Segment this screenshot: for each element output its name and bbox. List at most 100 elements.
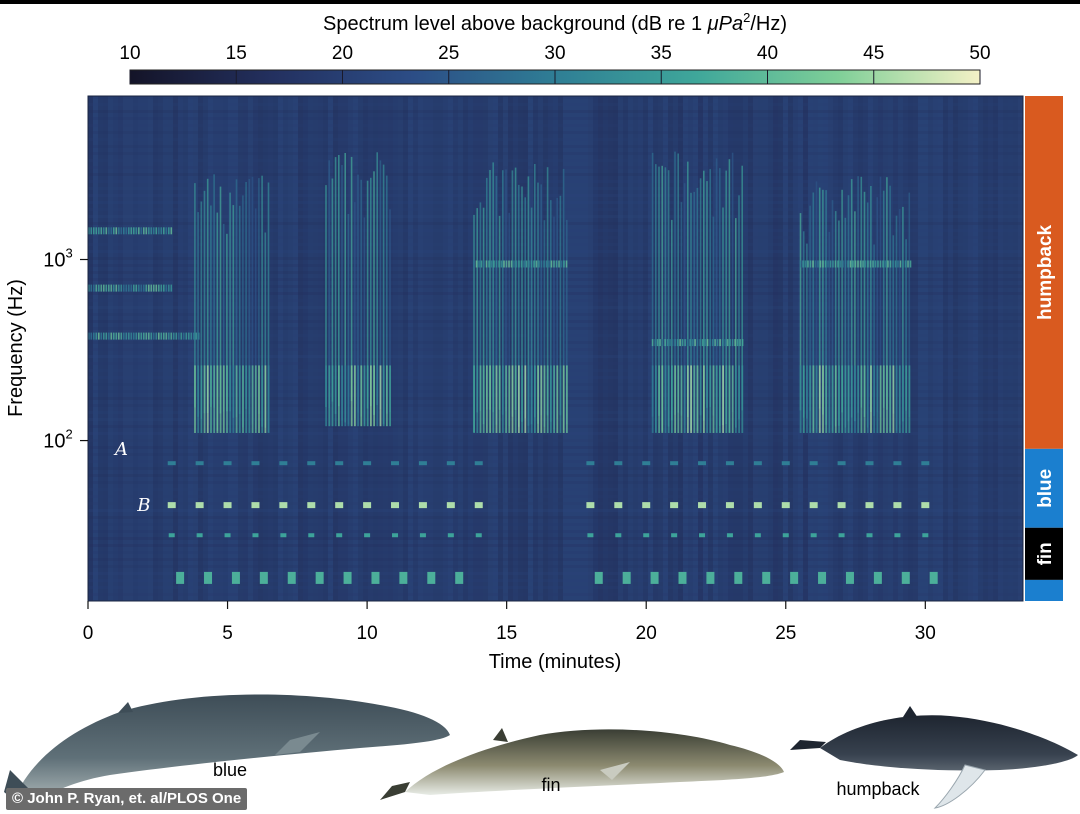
humpback-unit-streak [680, 365, 683, 433]
background-texture-column [508, 96, 513, 601]
background-texture-column [728, 96, 733, 601]
harmonic-streak [525, 260, 528, 268]
background-texture-column [568, 96, 573, 601]
humpback-song-streak [511, 170, 514, 417]
humpback-song-streak [498, 215, 501, 410]
harmonic-streak [503, 260, 505, 268]
harmonic-streak [98, 227, 100, 235]
blue-b-harmonic-mark [922, 533, 929, 538]
harmonic-streak [195, 332, 198, 340]
humpback-song-streak [232, 205, 235, 418]
fin-whale-label: fin [541, 775, 560, 795]
background-texture-column [293, 96, 298, 601]
humpback-unit-streak [651, 365, 654, 433]
humpback-unit-streak [809, 365, 812, 433]
humpback-song-streak [553, 216, 555, 430]
humpback-song-streak [715, 158, 718, 433]
blue-whale-label: blue [213, 760, 247, 780]
colorbar-tick-label: 25 [438, 43, 459, 64]
colorbar-tick-marks [129, 70, 981, 84]
humpback-unit-streak [847, 365, 850, 433]
humpback-unit-streak [866, 365, 869, 433]
background-texture-column [88, 96, 93, 601]
humpback-unit-streak [357, 365, 359, 427]
background-texture-band [88, 376, 1023, 379]
humpback-unit-streak [879, 365, 882, 433]
background-texture-band [88, 551, 1023, 554]
blue-a-call-mark [251, 461, 260, 466]
background-texture-column [373, 96, 378, 601]
humpback-unit-streak [863, 365, 866, 433]
humpback-unit-streak [822, 365, 824, 433]
humpback-unit-streak [206, 365, 209, 433]
image-credit: © John P. Ryan, et. al/PLOS One [6, 788, 248, 810]
background-texture-column [1013, 96, 1018, 601]
harmonic-streak [135, 227, 138, 235]
harmonic-streak [739, 339, 741, 347]
humpback-song-streak [818, 187, 821, 409]
background-texture-column [763, 96, 768, 601]
blue-b-harmonic-mark [894, 533, 901, 538]
x-tick-label: 30 [915, 623, 936, 644]
humpback-song-streak [866, 202, 869, 428]
blue-b-call-mark [363, 502, 372, 509]
background-texture-column [873, 96, 878, 601]
harmonic-streak [505, 260, 508, 268]
background-texture-column [458, 96, 463, 601]
background-texture-column [308, 96, 313, 601]
harmonic-streak [160, 227, 163, 235]
background-texture-band [88, 138, 1023, 141]
humpback-song-streak [194, 183, 196, 408]
humpback-song-streak [258, 178, 260, 414]
humpback-song-streak [347, 214, 350, 425]
humpback-unit-streak [232, 365, 235, 433]
blue-b-harmonic-mark [810, 533, 817, 538]
blue-b-call-mark [698, 502, 707, 509]
humpback-unit-streak [658, 365, 660, 433]
harmonic-streak [545, 260, 548, 268]
humpback-song-streak [238, 205, 241, 414]
humpback-unit-streak [825, 365, 828, 433]
harmonic-streak [130, 227, 133, 235]
humpback-whale-label: humpback [836, 779, 920, 799]
background-texture-column [583, 96, 588, 601]
background-texture-band [88, 418, 1023, 421]
blue-a-call-mark [642, 461, 651, 466]
humpback-song-streak [677, 153, 679, 413]
humpback-unit-streak [735, 365, 737, 433]
humpback-song-streak [543, 220, 546, 427]
humpback-unit-streak [521, 365, 523, 433]
harmonic-streak [533, 260, 535, 268]
harmonic-streak [844, 260, 847, 268]
background-texture-band [88, 544, 1023, 547]
humpback-unit-streak [709, 365, 712, 433]
background-texture-column [153, 96, 158, 601]
species-band-label: blue [1035, 469, 1056, 508]
blue-b-harmonic-mark [838, 533, 845, 538]
background-texture-column [543, 96, 548, 601]
fin-call-mark [204, 571, 213, 584]
humpback-unit-streak [841, 365, 844, 433]
harmonic-streak [515, 260, 518, 268]
humpback-unit-streak [741, 365, 744, 433]
harmonic-streak [128, 332, 130, 340]
background-texture-column [958, 96, 963, 601]
harmonic-streak [148, 284, 150, 292]
blue-a-call-mark [446, 461, 455, 466]
humpback-song-streak [902, 206, 904, 422]
humpback-unit-streak [799, 365, 802, 433]
background-texture-column [473, 96, 478, 601]
harmonic-streak [824, 260, 827, 268]
background-texture-column [363, 96, 368, 601]
background-texture-column [283, 96, 288, 601]
humpback-song-streak [486, 177, 488, 410]
blue-a-call-mark [809, 461, 818, 466]
humpback-song-streak [699, 178, 702, 416]
background-texture-column [713, 96, 718, 601]
background-texture-column [128, 96, 133, 601]
harmonic-streak [155, 284, 158, 292]
harmonic-streak [163, 284, 165, 292]
harmonic-streak [661, 339, 664, 347]
fin-call-mark [706, 571, 715, 584]
harmonic-streak [95, 227, 98, 235]
